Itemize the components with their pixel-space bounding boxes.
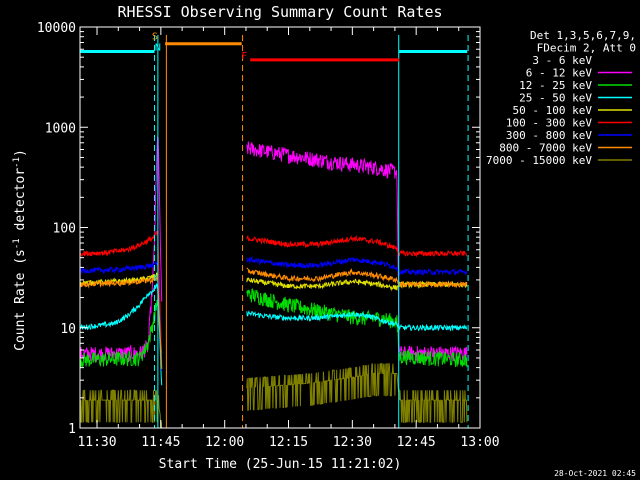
x-tick-label-12:00: 12:00	[205, 435, 244, 450]
legend-label-800-7000-kev: 800 - 7000 keV	[499, 142, 592, 155]
series-line-25-50-kev-seg0	[79, 283, 163, 386]
flag-letter-s: S	[152, 32, 158, 43]
x-axis-label: Start Time (25-Jun-15 11:21:02)	[159, 457, 402, 472]
y-tick-label-10000: 10000	[37, 21, 76, 36]
generation-timestamp: 28-Oct-2021 02:45	[554, 469, 636, 478]
chart-title: RHESSI Observing Summary Count Rates	[117, 3, 442, 21]
series-line-7000-15000-kev-seg0	[79, 389, 163, 429]
y-tick-label-100: 100	[53, 222, 76, 237]
series-line-300-800-kev-seg0	[79, 261, 163, 371]
series-line-12-25-kev-seg1	[246, 287, 468, 368]
x-tick-label-13:00: 13:00	[460, 435, 499, 450]
series-line-3-6-kev-seg1	[246, 157, 398, 184]
series-line-100-300-kev-seg0	[79, 230, 163, 364]
flag-letter-n: N	[155, 43, 161, 54]
y-tick-label-1000: 1000	[45, 121, 76, 136]
legend-label-12-25-kev: 12 - 25 keV	[519, 79, 592, 92]
flag-letter-f: F	[241, 51, 247, 62]
legend-header-line-0: Det 1,3,5,6,7,9,	[530, 29, 636, 42]
series-line-7000-15000-kev-seg1	[246, 363, 468, 423]
legend-header-line-1: FDecim 2, Att 0	[537, 42, 636, 55]
series-line-100-300-kev-seg1	[246, 234, 468, 258]
y-axis-label: Count Rate (s-1 detector-1)	[12, 149, 28, 351]
plot-area: SN F 1 10 100 1000 10000 11:30 11:45 12:00 12:15 12…	[37, 21, 500, 450]
legend-label-3-6-kev: 3 - 6 keV	[532, 54, 592, 67]
x-tick-label-12:15: 12:15	[269, 435, 308, 450]
series-line-25-50-kev-seg1	[246, 310, 468, 332]
legend: Det 1,3,5,6,7,9,FDecim 2, Att 03 - 6 keV…	[486, 29, 636, 167]
series-line-300-800-kev-seg1	[246, 256, 468, 276]
series-line-12-25-kev-seg0	[79, 295, 163, 369]
y-tick-label-1: 1	[68, 422, 76, 437]
series-line-6-12-kev-seg1	[246, 141, 468, 363]
legend-label-6-12-kev: 6 - 12 keV	[526, 67, 593, 80]
series-line-800-7000-kev-seg1	[246, 267, 468, 289]
legend-label-7000-15000-kev: 7000 - 15000 keV	[486, 154, 592, 167]
x-tick-label-11:30: 11:30	[77, 435, 116, 450]
x-tick-label-11:45: 11:45	[141, 435, 180, 450]
legend-label-300-800-kev: 300 - 800 keV	[506, 129, 592, 142]
legend-label-25-50-kev: 25 - 50 keV	[519, 92, 592, 105]
y-tick-label-10: 10	[60, 322, 76, 337]
legend-label-50-100-kev: 50 - 100 keV	[513, 104, 593, 117]
x-tick-label-12:45: 12:45	[397, 435, 436, 450]
legend-label-100-300-kev: 100 - 300 keV	[506, 117, 592, 130]
series-line-800-7000-kev-seg0	[79, 276, 163, 370]
x-tick-label-12:30: 12:30	[333, 435, 372, 450]
